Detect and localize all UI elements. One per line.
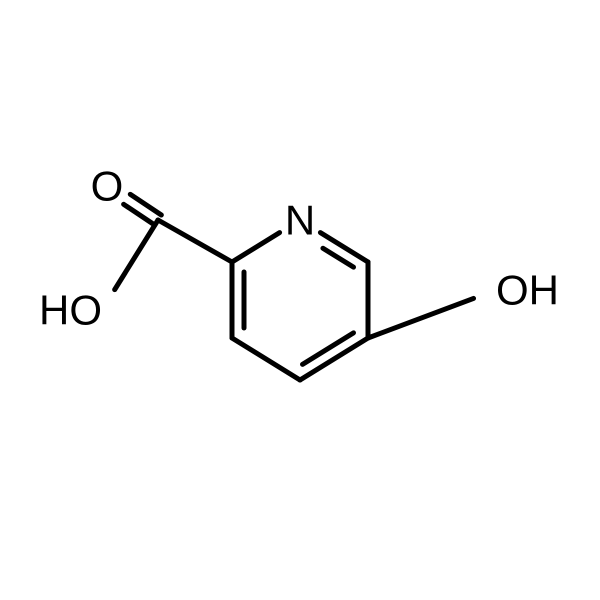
atom-label-o3: OH	[496, 267, 559, 314]
bond-line	[232, 338, 300, 380]
bond-line	[368, 298, 474, 338]
bond-line	[158, 220, 232, 262]
atom-label-n: N	[285, 197, 315, 244]
atom-label-o2: HO	[39, 287, 102, 334]
bond-line	[115, 220, 158, 290]
atom-label-o1: O	[91, 163, 124, 210]
bond-line	[303, 333, 354, 364]
bond-line	[320, 233, 368, 262]
chemical-structure-svg: N O HO OH	[0, 0, 600, 600]
bond-line	[232, 233, 280, 262]
